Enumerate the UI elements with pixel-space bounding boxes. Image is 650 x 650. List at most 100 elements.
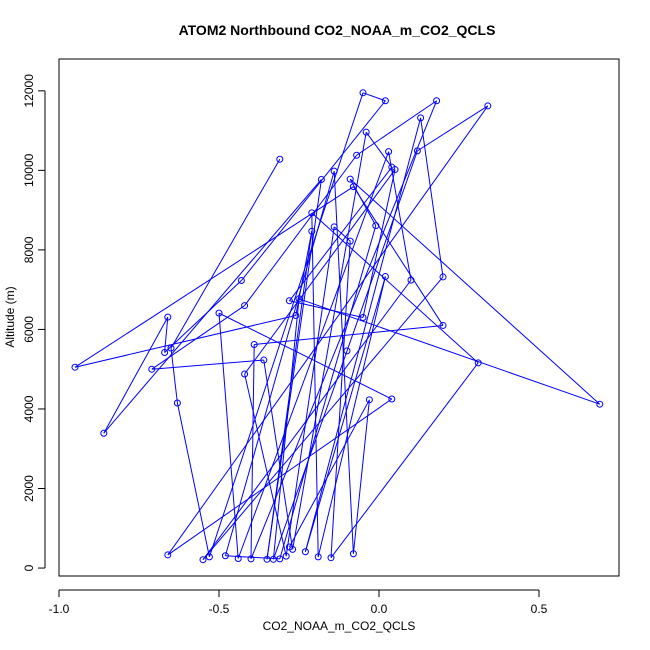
series-segment [74,315,296,368]
data-point [285,297,293,305]
series-segment [388,151,412,281]
series-segment [224,171,335,556]
series-segment [352,399,370,554]
y-tick-label: 6000 [22,316,36,343]
series-segment [311,212,319,557]
data-point [308,209,316,217]
data-point [346,175,354,183]
series-segment [272,298,300,560]
series-segment [167,398,393,556]
data-point [292,312,300,320]
data-point [221,552,229,560]
data-point [164,313,172,321]
data-point [285,543,293,551]
series-segment [346,150,418,352]
data-point [301,548,309,556]
series-segment [304,276,386,552]
chart-title: ATOM2 Northbound CO2_NOAA_m_CO2_QCLS [179,22,496,38]
x-tick-label: 0.5 [531,602,548,616]
y-tick-label: 4000 [22,395,36,422]
series-segment [333,171,354,554]
x-axis-label: CO2_NOAA_m_CO2_QCLS [263,619,416,633]
data-point [365,396,373,404]
series-segment [349,178,601,405]
series-segment [218,313,239,559]
data-point [173,399,181,407]
data-point [241,302,249,310]
series-segment [285,226,335,557]
series-segment [151,359,264,370]
series-segment [250,100,438,560]
data-point [234,555,242,563]
series-segment [362,169,396,318]
data-point [346,237,354,245]
data-point [372,222,380,230]
data-point [199,556,207,564]
data-point [413,147,421,155]
series-segment [103,179,322,434]
data-point [343,347,351,355]
data-point [237,277,245,285]
data-point [205,553,213,561]
y-tick-label: 10000 [22,153,36,187]
series-segment [244,373,287,557]
data-point [276,155,284,163]
data-point [381,97,389,105]
data-point [276,555,284,563]
data-point [433,97,441,105]
data-point [308,227,316,235]
data-point [381,273,389,281]
series-segment [330,241,351,558]
data-point [215,309,223,317]
series-segment [362,92,386,102]
series-segment [365,131,393,168]
y-tick-label: 0 [22,564,36,571]
y-tick-label: 12000 [22,74,36,108]
x-tick-label: -1.0 [49,602,70,616]
y-tick-label: 2000 [22,475,36,502]
data-point [439,321,447,329]
series-segment [317,276,386,558]
series-segment [170,158,281,349]
series-segment [164,280,242,353]
data-point [260,356,268,364]
series-segment [170,348,178,404]
series-segment [244,154,358,306]
series-segment [417,105,489,152]
series-segment [218,312,393,400]
series-segment [244,169,396,375]
series-segment [292,132,367,550]
series-segment [237,151,390,559]
y-axis-label: Altitude (m) [3,286,17,347]
series-segment [420,117,444,278]
data-point [241,370,249,378]
series-segment [288,399,370,548]
data-point [161,348,169,356]
data-point [439,273,447,281]
data-point [282,552,290,560]
series-segment [250,344,255,559]
series-segment [176,402,210,558]
series-segment [103,316,169,434]
data-point [317,176,325,184]
x-axis: -1.0 -0.5 0.0 0.5 [49,589,548,616]
data-point [327,554,335,562]
data-point [417,114,425,122]
series-segment [289,300,364,318]
y-tick-label: 8000 [22,236,36,263]
series-segment [349,178,377,226]
series-segment [304,117,422,552]
data-point [250,341,258,349]
series-segment [352,186,444,326]
x-tick-label: 0.0 [371,602,388,616]
series-segment [167,105,489,556]
data-point [330,167,338,175]
data-point [167,344,175,352]
y-axis: 0 2000 4000 6000 8000 10000 12000 [22,74,46,571]
data-point [164,551,172,559]
series-segment [241,100,386,281]
data-point [247,555,255,563]
data-point [353,151,361,159]
data-point [385,148,393,156]
data-point [330,223,338,231]
